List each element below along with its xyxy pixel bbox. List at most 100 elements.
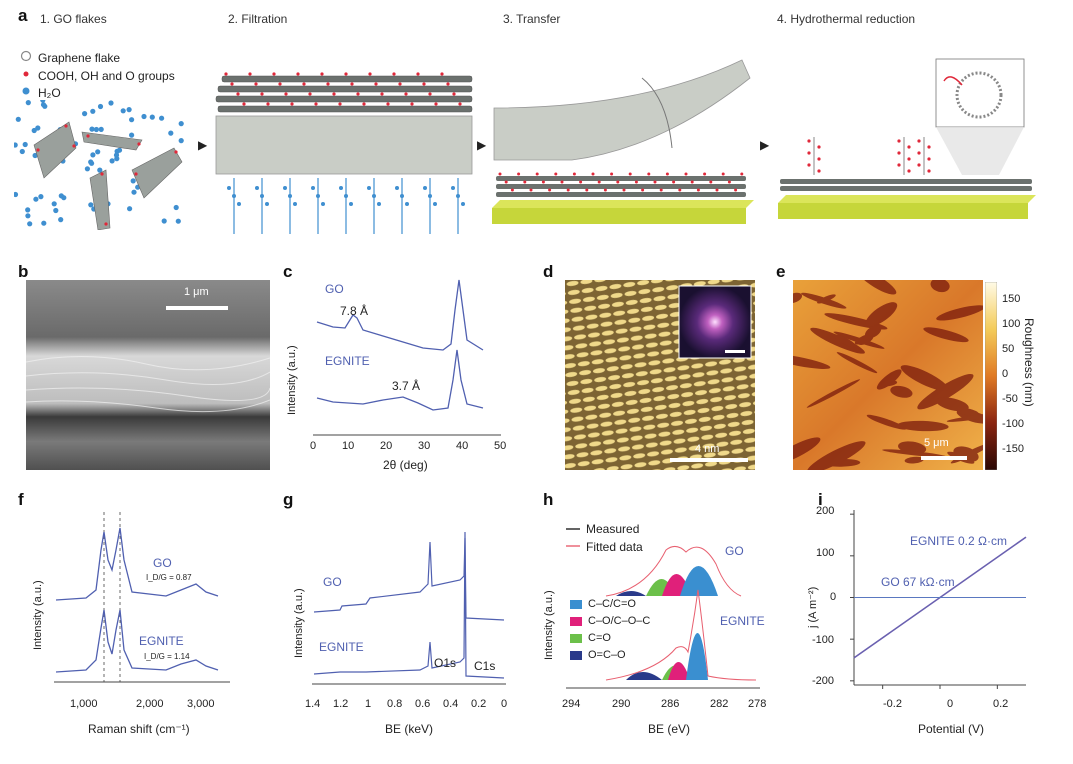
water-molecule bbox=[38, 194, 44, 200]
water-molecule bbox=[40, 100, 46, 103]
water-molecule bbox=[93, 126, 99, 133]
substrate bbox=[492, 208, 746, 224]
xps-survey-ylabel: Intensity (a.u.) bbox=[293, 588, 305, 658]
xps-annotation-o1s: O1s bbox=[434, 656, 457, 670]
water-molecule bbox=[90, 152, 96, 158]
substrate bbox=[778, 203, 1028, 219]
water-molecule bbox=[178, 121, 184, 127]
iv-ytick: 100 bbox=[816, 547, 835, 559]
go-flake bbox=[33, 121, 77, 179]
water-molecule bbox=[27, 221, 33, 227]
c1s-xtick: 282 bbox=[710, 698, 729, 710]
raman-ratio-egnite: I_D/G = 1.14 bbox=[144, 652, 190, 661]
scale-bar bbox=[670, 458, 748, 462]
water-molecule bbox=[90, 108, 96, 114]
panel-e-label: e bbox=[776, 262, 786, 281]
raman-series-go: GO bbox=[153, 556, 172, 570]
component-swatch bbox=[570, 600, 582, 609]
oxygen-group-icon bbox=[23, 71, 29, 77]
colorbar-label: Roughness (nm) bbox=[1022, 318, 1036, 407]
water-molecule bbox=[129, 117, 135, 123]
water-molecule bbox=[120, 108, 126, 114]
xps-survey-xtick: 0.4 bbox=[443, 698, 459, 710]
c1s-series-go: GO bbox=[725, 544, 744, 558]
panel-a-label: a bbox=[18, 6, 28, 25]
iv-label-egnite: EGNITE 0.2 Ω·cm bbox=[910, 534, 1007, 548]
egnite-raman-curve bbox=[55, 609, 219, 673]
water-molecule bbox=[25, 213, 31, 219]
raman-ratio-go: I_D/G = 0.87 bbox=[146, 573, 192, 582]
iv-ytick: 200 bbox=[816, 505, 835, 517]
graphene-flake-icon bbox=[20, 50, 32, 62]
water-molecule-icon bbox=[22, 87, 30, 95]
panel-a-legend-markers bbox=[20, 50, 32, 95]
scale-bar-label: 1 μm bbox=[184, 286, 209, 298]
colorbar-tick: 150 bbox=[1002, 293, 1021, 305]
xps-survey-xtick: 0 bbox=[501, 698, 508, 710]
water-molecule bbox=[97, 103, 104, 110]
step-transfer: 3. Transfer bbox=[503, 12, 561, 26]
water-molecule bbox=[35, 125, 41, 131]
water-molecule bbox=[130, 178, 136, 184]
xrd-annotation-3-7: 3.7 Å bbox=[392, 379, 421, 393]
go-xrd-curve bbox=[316, 279, 484, 351]
panel-f-label: f bbox=[18, 490, 24, 509]
water-molecule bbox=[25, 207, 31, 213]
colorbar-tick: 0 bbox=[1002, 368, 1009, 380]
component-co: C–O/C–O–C bbox=[588, 615, 651, 627]
scale-bar-label: 5 μm bbox=[924, 437, 949, 449]
panel-c-label: c bbox=[283, 262, 293, 281]
xps-survey-xtick: 1 bbox=[365, 698, 372, 710]
component-oco: O=C–O bbox=[588, 649, 626, 661]
c1s-xlabel: BE (eV) bbox=[648, 722, 691, 736]
xrd-xtick: 40 bbox=[456, 440, 469, 452]
water-molecule bbox=[127, 206, 133, 212]
go-raman-curve bbox=[55, 527, 219, 601]
panel-d-label: d bbox=[543, 262, 554, 281]
legend-graphene-flake: Graphene flake bbox=[38, 51, 121, 65]
transfer-illustration bbox=[492, 59, 754, 224]
sem-image bbox=[26, 280, 270, 470]
xrd-series-go: GO bbox=[325, 282, 344, 296]
arrow-icon: ▶ bbox=[198, 138, 208, 152]
xrd-ylabel: Intensity (a.u.) bbox=[286, 345, 298, 415]
xps-survey-xtick: 0.2 bbox=[471, 698, 487, 710]
colorbar-tick: -100 bbox=[1002, 418, 1025, 430]
raman-xtick: 1,000 bbox=[70, 698, 98, 710]
panel-h-label: h bbox=[543, 490, 554, 509]
filter-membrane bbox=[493, 59, 751, 161]
iv-xtick: 0.2 bbox=[993, 698, 1009, 710]
water-molecule bbox=[15, 116, 21, 122]
raman-xtick: 3,000 bbox=[187, 698, 215, 710]
panel-i-label: i bbox=[818, 490, 823, 509]
panel-b-label: b bbox=[18, 262, 29, 281]
component-swatch bbox=[570, 617, 582, 626]
iv-ytick: -200 bbox=[812, 675, 835, 687]
water-molecule bbox=[88, 202, 94, 208]
go-flake bbox=[131, 147, 183, 199]
xrd-plot bbox=[313, 279, 501, 436]
water-molecule bbox=[114, 156, 120, 162]
water-molecule bbox=[58, 217, 64, 223]
colorbar-tick: 50 bbox=[1002, 343, 1015, 355]
legend-water: H₂O bbox=[38, 86, 61, 100]
egnite-xrd-curve bbox=[316, 349, 484, 411]
filtration-illustration bbox=[215, 72, 473, 234]
xrd-xtick: 30 bbox=[418, 440, 431, 452]
xps-survey-plot bbox=[312, 531, 506, 685]
xps-survey-xtick: 0.6 bbox=[415, 698, 431, 710]
c1s-xtick: 294 bbox=[562, 698, 581, 710]
iv-xlabel: Potential (V) bbox=[918, 722, 985, 736]
water-molecule bbox=[51, 201, 57, 207]
water-molecule bbox=[141, 113, 147, 120]
scale-bar bbox=[921, 456, 967, 460]
iv-xtick: -0.2 bbox=[883, 698, 902, 710]
panel-h-component-swatches bbox=[570, 600, 582, 660]
water-molecule bbox=[22, 141, 28, 148]
go-flakes-illustration bbox=[14, 100, 184, 230]
water-molecule bbox=[95, 149, 101, 155]
legend-oxygen-groups: COOH, OH and O groups bbox=[38, 69, 175, 83]
xps-survey-xtick: 0.8 bbox=[387, 698, 403, 710]
panel-h-line-legend bbox=[566, 528, 580, 547]
hydrothermal-reduction-illustration bbox=[778, 58, 1036, 219]
